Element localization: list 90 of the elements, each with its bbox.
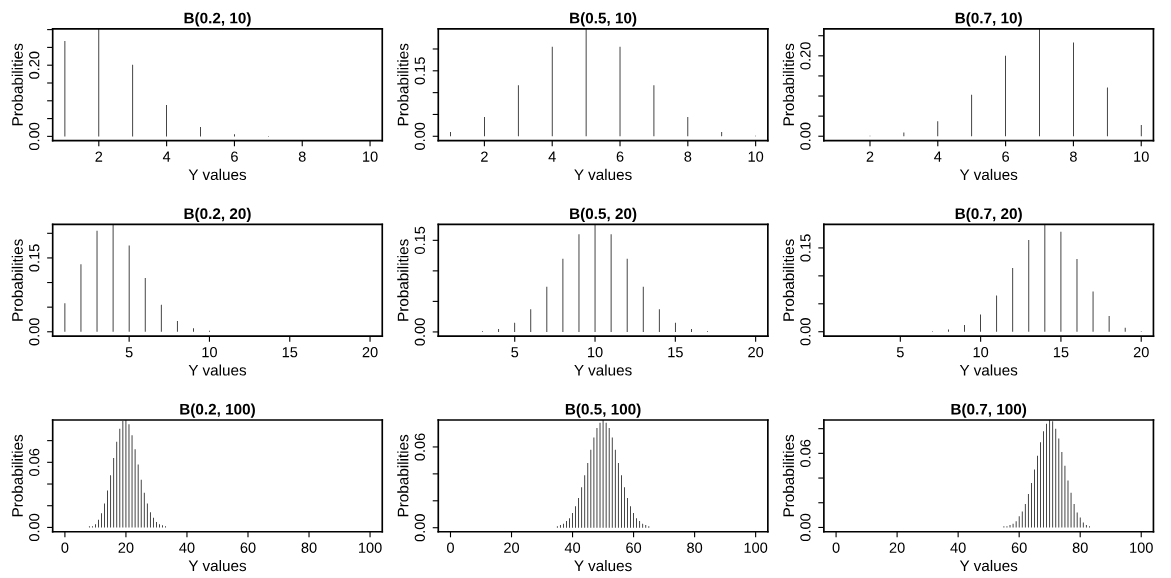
y-tick-label: 0.20 xyxy=(29,51,40,79)
x-axis-title: Y values xyxy=(188,364,247,376)
x-tick-label: 80 xyxy=(1072,542,1088,553)
x-tick-label: 20 xyxy=(362,347,378,358)
y-axis-title: Probabilities xyxy=(782,239,795,321)
x-tick-label: 15 xyxy=(668,347,683,358)
x-tick-label: 10 xyxy=(973,347,989,358)
x-tick-label: 20 xyxy=(889,542,905,553)
y-tick-label: 0.00 xyxy=(800,318,811,346)
chart-title: B(0.7, 10) xyxy=(955,12,1022,27)
x-tick-label: 2 xyxy=(95,151,103,162)
x-tick-label: 20 xyxy=(118,542,134,553)
x-tick-label: 10 xyxy=(202,347,217,358)
x-tick-label: 0 xyxy=(61,542,69,553)
x-tick-label: 8 xyxy=(1070,151,1077,162)
x-tick-label: 10 xyxy=(363,151,378,162)
x-axis-title: Y values xyxy=(188,168,247,181)
x-tick-label: 0 xyxy=(832,542,840,553)
x-tick-label: 40 xyxy=(564,542,581,553)
y-tick-label: 0.06 xyxy=(414,433,425,461)
x-tick-label: 100 xyxy=(744,542,768,553)
y-tick-label: 0.00 xyxy=(414,318,425,346)
y-tick-label: 0.06 xyxy=(29,448,40,476)
x-tick-label: 100 xyxy=(1130,542,1153,553)
x-tick-label: 8 xyxy=(684,151,692,162)
y-tick-label: 0.06 xyxy=(800,439,811,467)
x-axis-title: Y values xyxy=(959,559,1018,572)
x-tick-label: 60 xyxy=(1011,542,1027,553)
chart-title: B(0.7, 20) xyxy=(955,207,1022,223)
y-tick-label: 0.15 xyxy=(414,57,425,85)
x-tick-label: 2 xyxy=(866,151,874,162)
x-tick-label: 0 xyxy=(447,542,454,553)
y-tick-label: 0.00 xyxy=(29,122,40,150)
chart-title: B(0.2, 20) xyxy=(184,207,251,223)
x-tick-label: 4 xyxy=(162,151,171,162)
x-tick-label: 20 xyxy=(1133,347,1149,358)
x-tick-label: 4 xyxy=(548,151,556,162)
x-axis-title: Y values xyxy=(574,559,632,572)
chart-title: B(0.2, 10) xyxy=(184,12,251,27)
chart-title: B(0.2, 100) xyxy=(180,403,255,418)
x-tick-label: 20 xyxy=(748,347,764,358)
y-axis-title: Probabilities xyxy=(11,434,23,517)
x-tick-label: 60 xyxy=(626,542,642,553)
y-tick-label: 0.00 xyxy=(800,122,811,150)
x-tick-label: 6 xyxy=(1002,151,1010,162)
y-tick-label: 0.15 xyxy=(29,244,40,272)
chart-title: B(0.5, 10) xyxy=(570,12,637,27)
y-tick-label: 0.00 xyxy=(29,513,40,542)
x-tick-label: 10 xyxy=(748,151,764,162)
x-tick-label: 8 xyxy=(298,151,306,162)
y-tick-label: 0.00 xyxy=(414,514,425,542)
x-tick-label: 20 xyxy=(504,542,520,553)
x-axis-title: Y values xyxy=(574,168,632,181)
chart-title: B(0.7, 100) xyxy=(951,403,1027,418)
y-tick-label: 0.20 xyxy=(800,42,811,70)
x-axis-title: Y values xyxy=(188,559,247,572)
x-tick-label: 60 xyxy=(240,542,256,553)
y-axis-title: Probabilities xyxy=(782,434,795,517)
y-tick-label: 0.00 xyxy=(414,122,425,150)
y-tick-label: 0.00 xyxy=(800,513,811,542)
chart-title: B(0.5, 20) xyxy=(570,207,637,223)
x-axis-title: Y values xyxy=(959,168,1018,181)
x-tick-label: 5 xyxy=(896,347,904,358)
x-tick-label: 2 xyxy=(481,151,488,162)
x-tick-label: 10 xyxy=(588,347,603,358)
x-axis-title: Y values xyxy=(959,364,1018,376)
x-tick-label: 6 xyxy=(616,151,624,162)
y-axis-title: Probabilities xyxy=(397,239,409,321)
y-tick-label: 0.15 xyxy=(414,226,425,254)
x-tick-label: 6 xyxy=(231,151,238,162)
y-axis-title: Probabilities xyxy=(397,43,409,126)
x-tick-label: 5 xyxy=(511,347,519,358)
x-tick-label: 80 xyxy=(687,542,703,553)
y-axis-title: Probabilities xyxy=(11,239,23,321)
y-axis-title: Probabilities xyxy=(11,43,23,126)
x-axis-title: Y values xyxy=(574,364,632,376)
x-tick-label: 40 xyxy=(950,542,966,553)
x-tick-label: 5 xyxy=(125,347,133,358)
y-tick-label: 0.15 xyxy=(800,234,811,262)
x-tick-label: 15 xyxy=(282,347,298,358)
y-axis-title: Probabilities xyxy=(397,434,409,517)
x-tick-label: 10 xyxy=(1134,151,1149,162)
y-tick-label: 0.00 xyxy=(29,318,40,346)
x-tick-label: 15 xyxy=(1053,347,1069,358)
x-tick-label: 4 xyxy=(934,151,942,162)
chart-title: B(0.5, 100) xyxy=(565,403,641,418)
x-tick-label: 40 xyxy=(179,542,195,553)
x-tick-label: 80 xyxy=(301,542,317,553)
y-axis-title: Probabilities xyxy=(782,43,795,126)
x-tick-label: 100 xyxy=(359,542,382,553)
